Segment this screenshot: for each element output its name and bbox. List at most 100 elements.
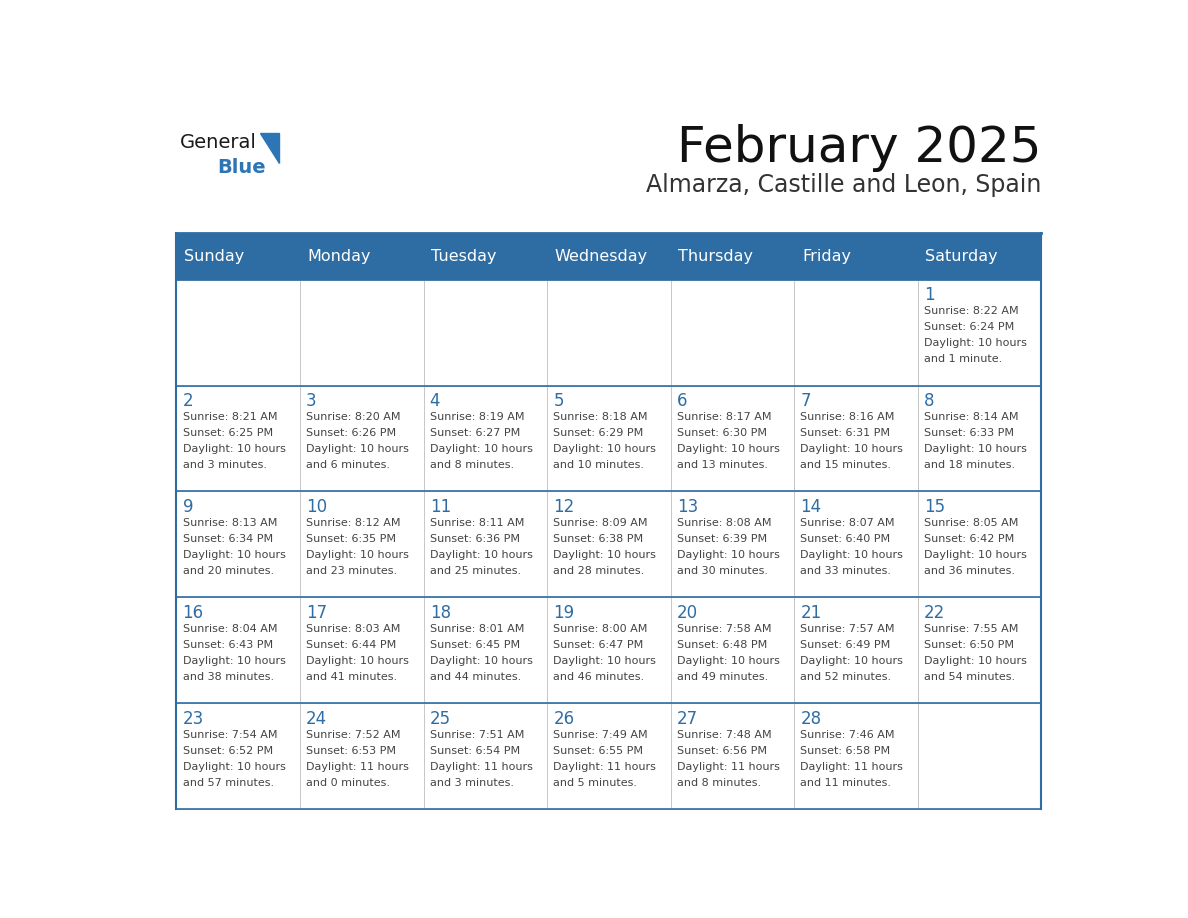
Text: 6: 6 [677, 392, 688, 409]
Text: and 6 minutes.: and 6 minutes. [307, 460, 390, 470]
Text: Sunrise: 7:46 AM: Sunrise: 7:46 AM [801, 730, 895, 740]
Bar [546, 386, 671, 491]
Text: Tuesday: Tuesday [431, 249, 497, 264]
Bar [795, 703, 918, 810]
Polygon shape [260, 133, 279, 162]
Bar [546, 491, 671, 598]
Bar [795, 280, 918, 386]
Bar [671, 703, 795, 810]
Bar [299, 491, 423, 598]
Text: 20: 20 [677, 603, 699, 621]
Text: Daylight: 10 hours: Daylight: 10 hours [430, 444, 532, 454]
Bar [299, 703, 423, 810]
Text: Sunrise: 8:17 AM: Sunrise: 8:17 AM [677, 411, 771, 421]
Text: Daylight: 10 hours: Daylight: 10 hours [307, 444, 409, 454]
Bar [176, 386, 299, 491]
Text: 23: 23 [183, 710, 204, 728]
Text: Daylight: 10 hours: Daylight: 10 hours [801, 656, 903, 666]
Text: and 52 minutes.: and 52 minutes. [801, 672, 891, 682]
Bar [176, 703, 299, 810]
Text: Sunset: 6:54 PM: Sunset: 6:54 PM [430, 745, 520, 756]
Text: Sunrise: 8:19 AM: Sunrise: 8:19 AM [430, 411, 524, 421]
Text: Sunset: 6:34 PM: Sunset: 6:34 PM [183, 533, 273, 543]
Text: Sunset: 6:47 PM: Sunset: 6:47 PM [554, 640, 644, 650]
Text: 25: 25 [430, 710, 450, 728]
Text: Sunrise: 8:08 AM: Sunrise: 8:08 AM [677, 518, 771, 528]
Bar [176, 491, 299, 598]
Bar [795, 491, 918, 598]
Text: 26: 26 [554, 710, 574, 728]
Text: 13: 13 [677, 498, 699, 516]
Text: and 41 minutes.: and 41 minutes. [307, 672, 397, 682]
Text: Almarza, Castille and Leon, Spain: Almarza, Castille and Leon, Spain [646, 174, 1042, 197]
Text: and 23 minutes.: and 23 minutes. [307, 566, 397, 577]
Bar [423, 233, 546, 280]
Text: Sunset: 6:48 PM: Sunset: 6:48 PM [677, 640, 767, 650]
Text: Sunset: 6:29 PM: Sunset: 6:29 PM [554, 428, 644, 438]
Text: Sunrise: 7:54 AM: Sunrise: 7:54 AM [183, 730, 277, 740]
Text: Sunrise: 8:07 AM: Sunrise: 8:07 AM [801, 518, 895, 528]
Bar [795, 598, 918, 703]
Text: Daylight: 10 hours: Daylight: 10 hours [430, 550, 532, 560]
Text: Daylight: 10 hours: Daylight: 10 hours [554, 550, 656, 560]
Bar [918, 703, 1042, 810]
Text: Daylight: 10 hours: Daylight: 10 hours [307, 550, 409, 560]
Text: Sunrise: 8:09 AM: Sunrise: 8:09 AM [554, 518, 647, 528]
Text: General: General [181, 133, 257, 152]
Text: Daylight: 10 hours: Daylight: 10 hours [554, 656, 656, 666]
Text: and 33 minutes.: and 33 minutes. [801, 566, 891, 577]
Text: and 36 minutes.: and 36 minutes. [924, 566, 1015, 577]
Text: Sunrise: 8:11 AM: Sunrise: 8:11 AM [430, 518, 524, 528]
Bar [423, 703, 546, 810]
Text: Sunset: 6:58 PM: Sunset: 6:58 PM [801, 745, 891, 756]
Text: 22: 22 [924, 603, 946, 621]
Text: 19: 19 [554, 603, 574, 621]
Text: Sunset: 6:44 PM: Sunset: 6:44 PM [307, 640, 397, 650]
Text: Sunset: 6:38 PM: Sunset: 6:38 PM [554, 533, 644, 543]
Text: Sunset: 6:24 PM: Sunset: 6:24 PM [924, 322, 1015, 332]
Bar [546, 280, 671, 386]
Text: Daylight: 10 hours: Daylight: 10 hours [677, 550, 779, 560]
Text: Sunset: 6:25 PM: Sunset: 6:25 PM [183, 428, 273, 438]
Bar [423, 598, 546, 703]
Text: 1: 1 [924, 285, 935, 304]
Bar [423, 491, 546, 598]
Text: and 5 minutes.: and 5 minutes. [554, 778, 637, 788]
Text: Sunrise: 8:01 AM: Sunrise: 8:01 AM [430, 623, 524, 633]
Text: Sunset: 6:27 PM: Sunset: 6:27 PM [430, 428, 520, 438]
Text: Sunset: 6:31 PM: Sunset: 6:31 PM [801, 428, 890, 438]
Bar [546, 233, 671, 280]
Text: 12: 12 [554, 498, 575, 516]
Text: and 8 minutes.: and 8 minutes. [677, 778, 762, 788]
Text: Sunset: 6:36 PM: Sunset: 6:36 PM [430, 533, 519, 543]
Text: Sunrise: 8:22 AM: Sunrise: 8:22 AM [924, 306, 1018, 316]
Text: Sunset: 6:55 PM: Sunset: 6:55 PM [554, 745, 643, 756]
Text: and 3 minutes.: and 3 minutes. [430, 778, 513, 788]
Text: and 18 minutes.: and 18 minutes. [924, 460, 1015, 470]
Text: and 8 minutes.: and 8 minutes. [430, 460, 514, 470]
Bar [918, 280, 1042, 386]
Text: Daylight: 11 hours: Daylight: 11 hours [307, 762, 409, 772]
Text: Sunrise: 7:58 AM: Sunrise: 7:58 AM [677, 623, 771, 633]
Text: Sunday: Sunday [184, 249, 245, 264]
Text: and 10 minutes.: and 10 minutes. [554, 460, 644, 470]
Text: Sunrise: 7:57 AM: Sunrise: 7:57 AM [801, 623, 895, 633]
Text: Sunset: 6:33 PM: Sunset: 6:33 PM [924, 428, 1013, 438]
Bar [795, 233, 918, 280]
Text: Daylight: 11 hours: Daylight: 11 hours [677, 762, 779, 772]
Text: Sunrise: 8:14 AM: Sunrise: 8:14 AM [924, 411, 1018, 421]
Text: Sunset: 6:35 PM: Sunset: 6:35 PM [307, 533, 396, 543]
Text: and 30 minutes.: and 30 minutes. [677, 566, 767, 577]
Text: Daylight: 10 hours: Daylight: 10 hours [801, 550, 903, 560]
Text: February 2025: February 2025 [677, 124, 1042, 172]
Bar [671, 491, 795, 598]
Text: Sunset: 6:49 PM: Sunset: 6:49 PM [801, 640, 891, 650]
Text: Sunset: 6:30 PM: Sunset: 6:30 PM [677, 428, 766, 438]
Text: Sunrise: 8:04 AM: Sunrise: 8:04 AM [183, 623, 277, 633]
Bar [299, 233, 423, 280]
Text: Sunrise: 8:00 AM: Sunrise: 8:00 AM [554, 623, 647, 633]
Text: Sunset: 6:52 PM: Sunset: 6:52 PM [183, 745, 273, 756]
Text: 8: 8 [924, 392, 935, 409]
Bar [918, 386, 1042, 491]
Text: Daylight: 10 hours: Daylight: 10 hours [183, 762, 285, 772]
